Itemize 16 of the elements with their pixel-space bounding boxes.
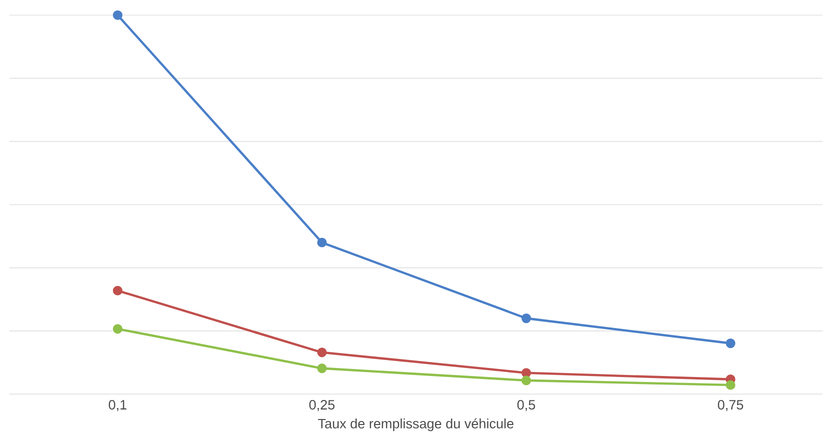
point bbox=[521, 376, 532, 386]
x-tick-label: 0,75 bbox=[718, 400, 744, 412]
point bbox=[317, 348, 327, 358]
point bbox=[726, 338, 736, 348]
point bbox=[726, 380, 736, 390]
x-tick-label: 0,1 bbox=[108, 400, 126, 412]
point bbox=[112, 10, 122, 20]
point bbox=[112, 286, 122, 296]
x-tick-label: 0,5 bbox=[517, 400, 536, 412]
x-axis-title: Taux de remplissage du véhicule bbox=[318, 418, 514, 432]
point bbox=[317, 364, 327, 374]
point bbox=[521, 368, 532, 378]
point bbox=[521, 314, 532, 324]
point bbox=[112, 324, 122, 334]
x-tick-label: 0,25 bbox=[309, 400, 335, 412]
point bbox=[317, 238, 327, 248]
